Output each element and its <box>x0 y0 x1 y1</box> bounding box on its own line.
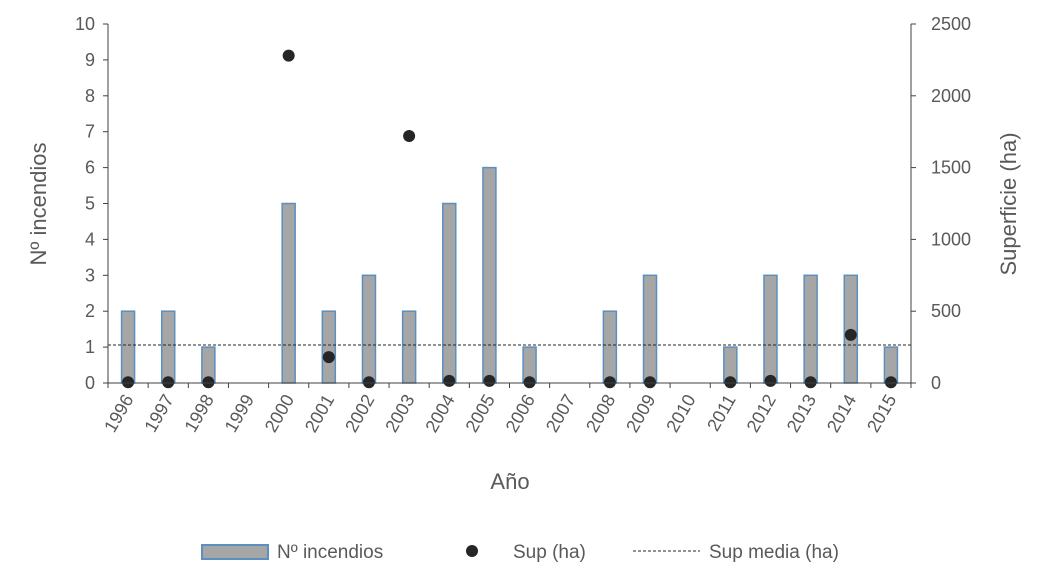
x-tick-label: 2003 <box>381 391 418 436</box>
y-tick-label: 1 <box>85 337 95 357</box>
point-1996 <box>122 376 135 389</box>
bar-2009 <box>642 274 658 384</box>
point-2014 <box>844 328 857 341</box>
bar-2001 <box>321 310 337 384</box>
bar-2002 <box>361 274 377 384</box>
point-1997 <box>162 376 175 389</box>
y-tick-label: 9 <box>85 50 95 70</box>
bar-1997 <box>160 310 176 384</box>
legend-label-line: Sup media (ha) <box>709 542 839 563</box>
legend-swatch-bar <box>201 544 269 560</box>
point-2011 <box>724 376 737 389</box>
y-tick-label: 3 <box>85 265 95 285</box>
point-2004 <box>443 374 456 387</box>
bar-2005 <box>482 166 497 384</box>
x-tick-label: 2000 <box>261 391 298 436</box>
y-tick-label: 5 <box>85 194 95 214</box>
x-tick-label: 2011 <box>703 391 740 435</box>
x-tick-label: 2012 <box>743 391 780 436</box>
y-tick-label: 4 <box>85 229 95 249</box>
bars-layer <box>120 166 899 384</box>
x-axis-title: Año <box>490 469 529 494</box>
x-tick-label: 1998 <box>180 391 217 436</box>
y2-tick-label: 0 <box>931 373 941 393</box>
x-tick-label: 2009 <box>622 391 659 436</box>
y-tick-label: 6 <box>85 158 95 178</box>
point-2001 <box>322 351 335 364</box>
bar-2004 <box>442 202 457 384</box>
point-2013 <box>804 376 817 389</box>
x-tick-label: 2008 <box>582 391 619 436</box>
y2-axis-title: Superficie (ha) <box>996 132 1021 275</box>
x-tick-label: 2014 <box>823 391 860 436</box>
points-layer <box>122 49 897 389</box>
legend-marker-point <box>466 545 478 557</box>
x-tick-label: 2015 <box>863 391 900 436</box>
bar-2013 <box>803 274 818 384</box>
y-tick-label: 8 <box>85 86 95 106</box>
y-tick-label: 10 <box>75 14 95 34</box>
point-2006 <box>523 376 536 389</box>
x-tick-label: 2010 <box>662 391 699 436</box>
point-2012 <box>764 374 777 387</box>
point-2005 <box>483 374 496 387</box>
point-1998 <box>202 376 215 389</box>
x-tick-label: 2001 <box>301 391 338 436</box>
bar-2003 <box>401 310 417 384</box>
point-2003 <box>403 130 416 143</box>
bar-1996 <box>120 310 136 384</box>
y2-tick-label: 2500 <box>931 14 971 34</box>
y2-tick-label: 500 <box>931 301 961 321</box>
legend: Nº incendios Sup (ha) Sup media (ha) <box>201 542 839 563</box>
point-2009 <box>644 376 657 389</box>
x-tick-label: 2007 <box>542 391 579 436</box>
y-tick-label: 0 <box>85 373 95 393</box>
bar-2012 <box>763 274 778 384</box>
y2-tick-label: 2000 <box>931 86 971 106</box>
point-2015 <box>884 376 897 389</box>
y2-tick-label: 1500 <box>931 158 971 178</box>
x-tick-label: 2004 <box>421 391 458 436</box>
bar-2008 <box>602 310 618 384</box>
legend-label-bar: Nº incendios <box>277 542 383 563</box>
x-tick-label: 2005 <box>462 391 499 436</box>
x-tick-label: 1999 <box>221 391 258 436</box>
x-tick-label: 2002 <box>341 391 378 436</box>
point-2000 <box>282 49 295 62</box>
x-tick-label: 2006 <box>502 391 539 436</box>
y2-tick-label: 1000 <box>931 229 971 249</box>
y-tick-label: 2 <box>85 301 95 321</box>
bar-2000 <box>281 202 296 384</box>
x-tick-label: 1996 <box>100 391 137 436</box>
axes-layer <box>103 23 916 388</box>
point-2008 <box>603 376 616 389</box>
y-tick-label: 7 <box>85 122 95 142</box>
x-tick-label: 2013 <box>783 391 820 436</box>
y-axis-title: Nº incendios <box>26 143 51 266</box>
point-2002 <box>362 376 375 389</box>
x-tick-label: 1997 <box>140 391 177 436</box>
legend-label-point: Sup (ha) <box>513 542 586 563</box>
